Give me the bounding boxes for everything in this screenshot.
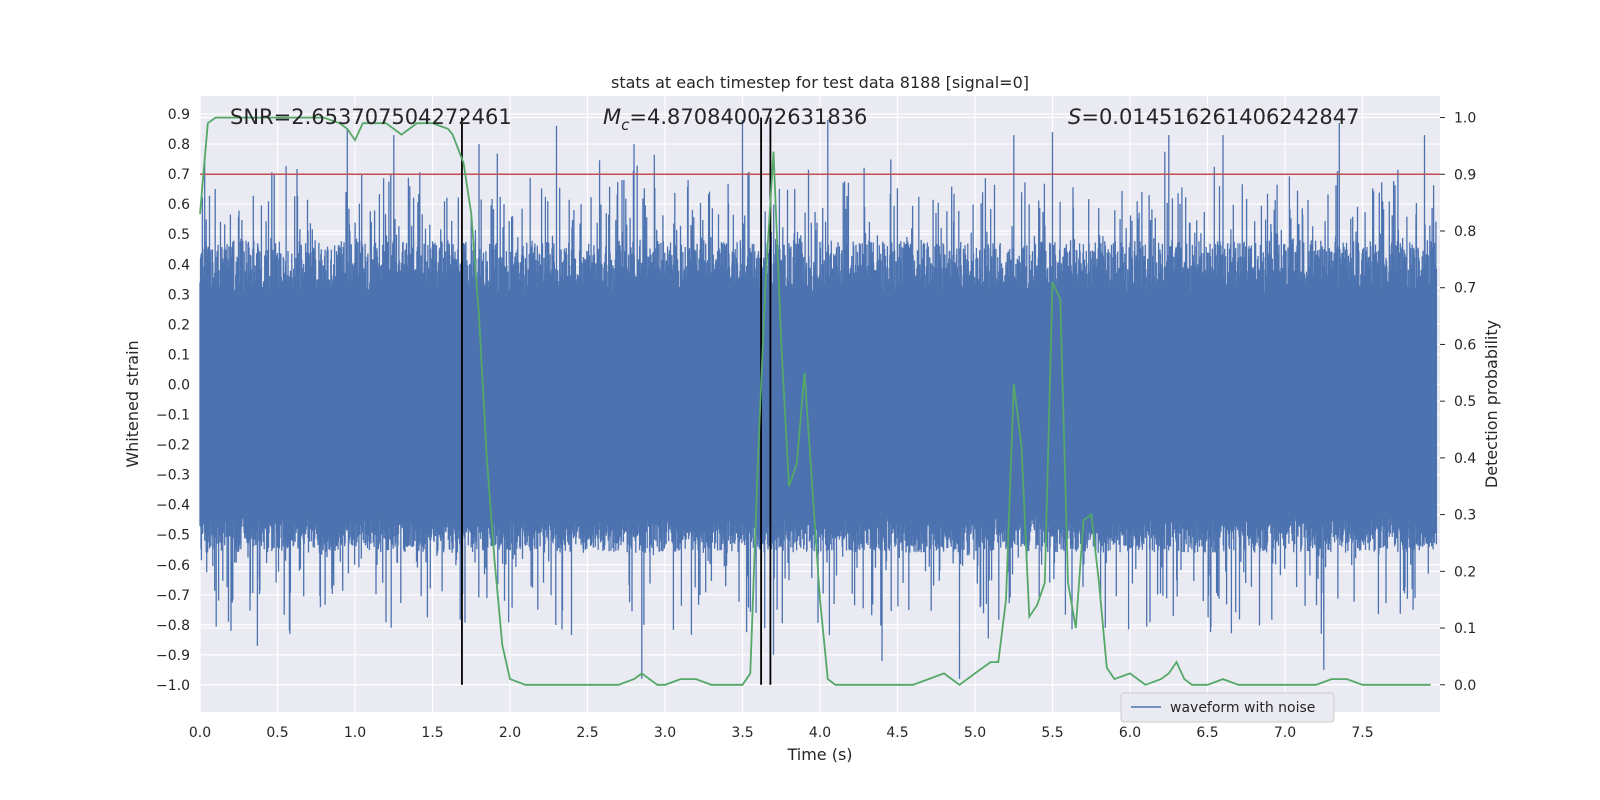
y-tick-label-left: −0.7 — [156, 588, 190, 604]
y-tick-label-right: 0.0 — [1454, 678, 1476, 694]
chart-title: stats at each timestep for test data 818… — [611, 73, 1029, 92]
chirp-mass-symbol: M — [603, 105, 621, 129]
probability-line — [199, 116, 1431, 686]
y-tick-label-left: 0.5 — [168, 227, 190, 243]
snr-annotation: SNR=2.653707504272461 — [230, 105, 512, 129]
y-tick-label-left: 0.8 — [168, 137, 190, 153]
y-axis-label-right: Detection probability — [1482, 320, 1501, 488]
legend-entry: waveform with noise — [1170, 700, 1315, 716]
x-tick-label: 2.0 — [499, 725, 521, 741]
chirp-mass-annotation: Mc=4.870840072631836 — [603, 105, 867, 134]
y-tick-label-right: 0.2 — [1454, 564, 1476, 580]
x-tick-label: 1.5 — [421, 725, 443, 741]
x-tick-label: 7.5 — [1351, 725, 1373, 741]
y-tick-label-left: −0.1 — [156, 408, 190, 424]
y-tick-label-left: −0.6 — [156, 558, 190, 574]
x-tick-label: 4.0 — [809, 725, 831, 741]
axis-ticks: 0.0 0.5 1.0 1.5 2.0 2.5 3.0 3.5 4.0 4.5 5.0 5.5 6.0 6… — [156, 107, 1476, 741]
y-tick-label-right: 1.0 — [1454, 111, 1476, 127]
chirp-mass-value: =4.870840072631836 — [629, 105, 867, 129]
x-tick-label: 6.5 — [1196, 725, 1218, 741]
y-tick-label-left: −0.3 — [156, 468, 190, 484]
x-tick-label: 4.5 — [886, 725, 908, 741]
chirp-mass-subscript: c — [621, 116, 630, 134]
y-tick-label-right: 0.6 — [1454, 337, 1476, 353]
y-tick-label-right: 0.3 — [1454, 508, 1476, 524]
legend-box — [1120, 692, 1335, 723]
y-tick-label-left: −0.5 — [156, 528, 190, 544]
y-tick-label-right: 0.1 — [1454, 621, 1476, 637]
waveform-series — [199, 120, 1438, 679]
waveform-line — [199, 120, 1438, 679]
y-tick-label-right: 0.4 — [1454, 451, 1476, 467]
y-tick-label-right: 0.9 — [1454, 167, 1476, 183]
x-tick-label: 1.0 — [344, 725, 366, 741]
y-axis-label-left: Whitened strain — [123, 340, 142, 467]
y-tick-label-left: −0.4 — [156, 498, 190, 514]
s-symbol: S — [1068, 105, 1081, 129]
x-tick-label: 7.0 — [1274, 725, 1296, 741]
y-tick-label-left: −0.9 — [156, 648, 190, 664]
x-tick-label: 5.5 — [1041, 725, 1063, 741]
y-tick-label-right: 0.8 — [1454, 224, 1476, 240]
y-tick-label-left: 0.1 — [168, 347, 190, 363]
s-annotation: S=0.014516261406242847 — [1068, 105, 1359, 129]
y-tick-label-left: 0.4 — [168, 257, 190, 273]
x-tick-label: 0.0 — [189, 725, 211, 741]
y-tick-label-left: 0.0 — [168, 377, 190, 393]
x-axis-label: Time (s) — [786, 745, 852, 764]
x-tick-label: 3.5 — [731, 725, 753, 741]
y-tick-label-left: 0.9 — [168, 107, 190, 123]
legend: waveform with noise — [1120, 692, 1335, 723]
s-value: =0.014516261406242847 — [1081, 105, 1359, 129]
y-tick-label-left: 0.3 — [168, 287, 190, 303]
y-tick-label-right: 0.7 — [1454, 281, 1476, 297]
y-tick-label-left: −0.8 — [156, 618, 190, 634]
y-tick-label-right: 0.5 — [1454, 394, 1476, 410]
x-tick-label: 6.0 — [1119, 725, 1141, 741]
x-tick-label: 2.5 — [576, 725, 598, 741]
y-tick-label-left: 0.7 — [168, 167, 190, 183]
y-tick-label-left: 0.6 — [168, 197, 190, 213]
x-tick-label: 5.0 — [964, 725, 986, 741]
probability-series — [199, 116, 1431, 686]
x-tick-label: 0.5 — [266, 725, 288, 741]
x-tick-label: 3.0 — [654, 725, 676, 741]
y-tick-label-left: 0.2 — [168, 317, 190, 333]
y-tick-label-left: −1.0 — [156, 678, 190, 694]
y-tick-label-left: −0.2 — [156, 438, 190, 454]
